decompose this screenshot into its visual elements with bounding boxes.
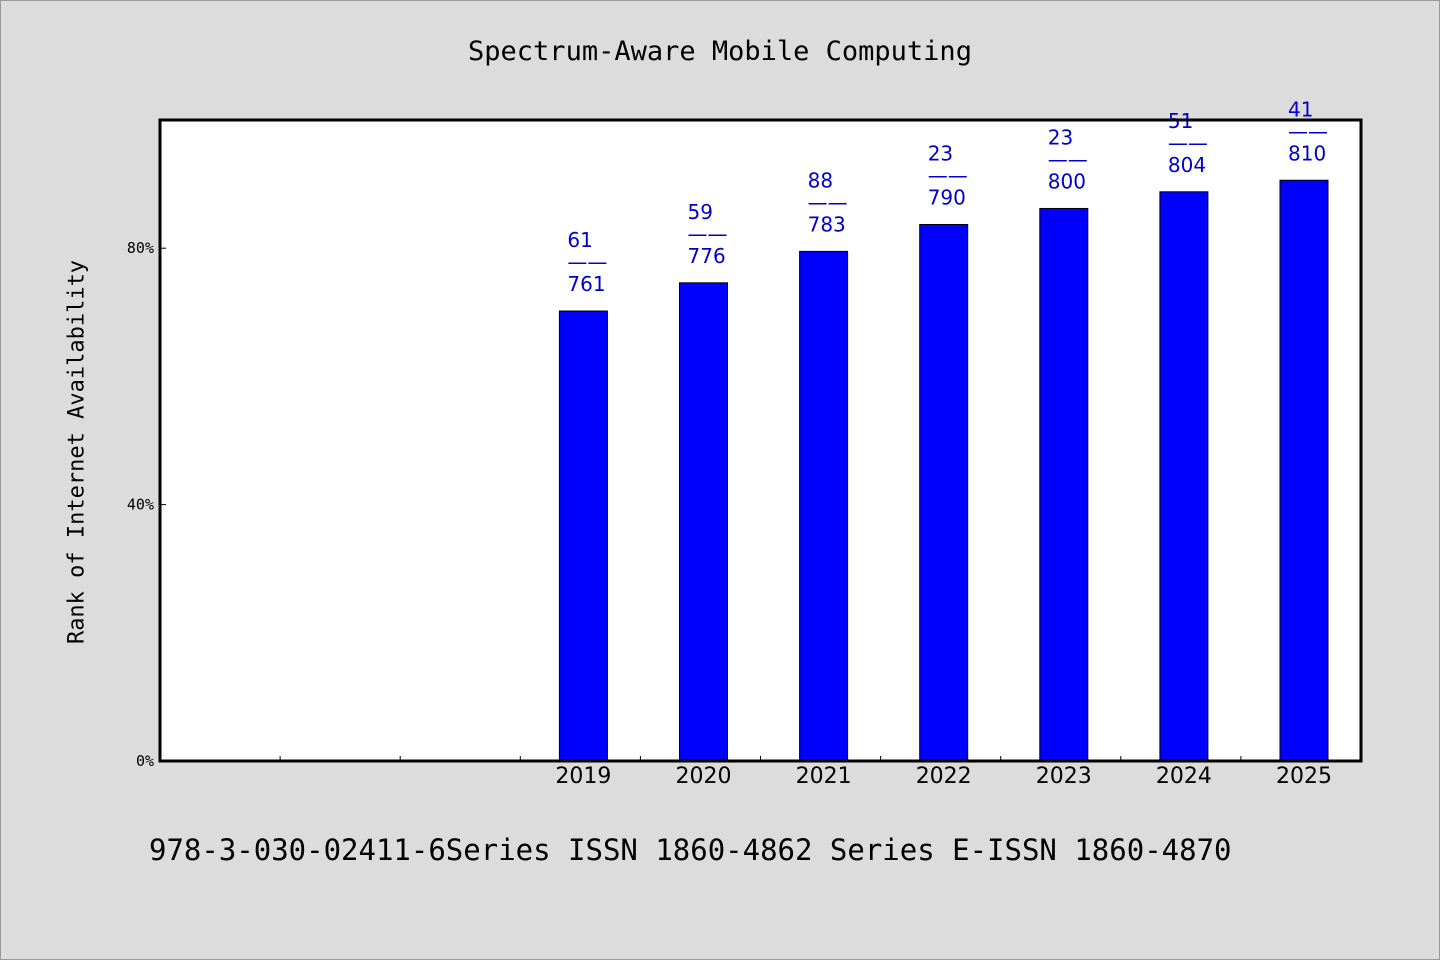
data-label-2023: 23 — [1048, 125, 1073, 149]
data-label-2020: —— — [688, 222, 728, 246]
bar-2024 — [1159, 191, 1209, 762]
footer-isbn-issn: 978-3-030-02411-6Series ISSN 1860-4862 S… — [149, 833, 1232, 867]
data-label-2022: 790 — [928, 185, 966, 209]
data-label-2020: 776 — [688, 244, 726, 268]
data-label-2021: —— — [808, 190, 848, 214]
bar-2022 — [919, 223, 969, 762]
bar-2025 — [1279, 179, 1329, 762]
plot-border — [158, 118, 1363, 763]
x-tick-label: 2020 — [676, 764, 732, 789]
x-tick-label: 2025 — [1276, 764, 1332, 789]
data-label-2019: 761 — [567, 272, 605, 296]
data-label-2020: 59 — [688, 200, 713, 224]
bar-2020 — [679, 282, 728, 762]
x-tick-label: 2024 — [1156, 764, 1212, 789]
data-label-2019: 61 — [567, 228, 592, 252]
y-tick-label: 80% — [127, 239, 154, 257]
y-tick-label: 0% — [136, 752, 154, 770]
bar-2021 — [799, 250, 849, 762]
data-label-2024: 804 — [1168, 153, 1206, 177]
data-label-2022: —— — [928, 163, 968, 187]
x-tick-label: 2021 — [796, 764, 852, 789]
data-label-2023: 800 — [1048, 169, 1086, 193]
x-tick-label: 2019 — [555, 764, 611, 789]
x-tick-label: 2022 — [916, 764, 972, 789]
data-label-2025: 810 — [1288, 141, 1326, 165]
chart-title: Spectrum-Aware Mobile Computing — [468, 36, 972, 67]
data-label-2019: —— — [567, 250, 607, 274]
bar-2019 — [558, 310, 608, 762]
data-label-2022: 23 — [928, 141, 953, 165]
data-label-2021: 783 — [808, 212, 846, 236]
data-label-2021: 88 — [808, 168, 833, 192]
y-tick-label: 40% — [127, 496, 154, 514]
x-tick-label: 2023 — [1036, 764, 1092, 789]
data-label-2025: —— — [1288, 119, 1328, 143]
data-label-2024: —— — [1168, 131, 1208, 155]
bar-2023 — [1039, 207, 1089, 762]
data-label-2025: 41 — [1288, 97, 1313, 121]
data-label-2023: —— — [1048, 147, 1088, 171]
